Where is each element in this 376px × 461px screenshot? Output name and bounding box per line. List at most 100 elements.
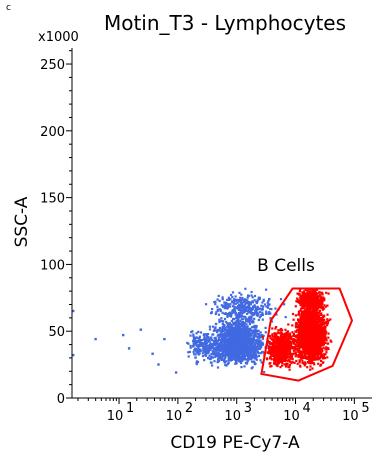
data-point — [218, 299, 221, 303]
data-point — [247, 301, 250, 304]
data-point — [311, 334, 314, 337]
data-point — [250, 309, 253, 312]
data-point — [238, 323, 241, 326]
data-point — [238, 354, 241, 357]
data-point — [230, 313, 233, 316]
data-point — [306, 345, 309, 348]
data-point — [286, 335, 289, 338]
data-point — [256, 351, 259, 354]
data-point — [279, 298, 283, 301]
data-point — [216, 366, 220, 369]
data-point — [247, 351, 250, 355]
data-point — [221, 322, 224, 325]
data-point — [139, 328, 142, 331]
data-point — [195, 363, 198, 366]
data-point — [253, 349, 257, 352]
data-point — [195, 347, 198, 351]
data-point — [263, 370, 266, 374]
data-point — [251, 354, 254, 357]
data-point — [201, 355, 205, 358]
data-point — [260, 304, 263, 307]
data-point — [258, 344, 261, 347]
data-point — [245, 323, 248, 326]
data-point — [219, 335, 222, 338]
data-point — [295, 354, 298, 357]
data-point — [296, 300, 299, 303]
panel-letter: c — [6, 3, 11, 13]
data-point — [313, 352, 316, 355]
data-point — [244, 287, 247, 290]
data-point — [298, 354, 301, 357]
data-point — [319, 302, 322, 305]
data-point — [214, 338, 217, 341]
data-point — [241, 355, 244, 358]
data-point — [313, 332, 316, 335]
data-point — [240, 325, 244, 328]
data-point — [204, 352, 207, 356]
data-point — [216, 341, 219, 345]
data-point — [250, 334, 253, 337]
data-point — [271, 350, 274, 353]
data-point — [241, 356, 244, 359]
data-point — [72, 353, 75, 357]
data-point — [278, 346, 281, 349]
data-point — [190, 331, 193, 334]
data-point — [223, 306, 226, 310]
data-point — [228, 312, 231, 315]
data-point — [238, 344, 241, 347]
data-point — [312, 320, 315, 323]
data-point — [200, 342, 203, 345]
data-point — [249, 332, 253, 335]
data-point — [249, 315, 252, 318]
data-point — [257, 337, 260, 340]
data-point — [301, 310, 304, 313]
data-point — [289, 354, 293, 358]
data-point — [287, 345, 290, 348]
data-point — [195, 341, 198, 344]
data-point — [316, 317, 319, 320]
data-point — [278, 343, 281, 346]
data-point — [287, 365, 290, 369]
data-point — [289, 341, 292, 345]
data-point — [306, 356, 309, 359]
data-point — [205, 303, 208, 306]
data-point — [257, 313, 260, 316]
data-point — [193, 349, 196, 352]
data-point — [249, 342, 252, 345]
y-multiplier-label: x1000 — [38, 30, 79, 45]
data-point — [218, 334, 221, 337]
data-point — [237, 359, 240, 362]
data-point — [302, 355, 305, 358]
data-point — [226, 315, 229, 318]
data-point — [250, 350, 253, 353]
data-point — [216, 309, 219, 312]
data-point — [244, 331, 247, 334]
data-point — [324, 353, 327, 356]
data-point — [236, 339, 239, 342]
data-point — [292, 318, 295, 321]
data-point — [225, 354, 228, 357]
data-point — [189, 334, 192, 337]
data-point — [290, 343, 293, 346]
data-point — [219, 309, 222, 313]
data-point — [244, 339, 247, 342]
data-point — [323, 326, 326, 329]
data-point — [313, 358, 316, 361]
data-point — [301, 328, 304, 331]
data-point — [283, 344, 286, 347]
data-point — [318, 335, 321, 338]
data-point — [274, 334, 277, 337]
data-point — [295, 330, 298, 333]
data-point — [230, 326, 233, 329]
data-point — [249, 327, 252, 330]
data-point — [195, 332, 198, 335]
data-point — [273, 335, 276, 339]
data-point — [303, 340, 306, 343]
data-point — [222, 345, 225, 348]
data-point — [300, 318, 303, 321]
data-point — [237, 337, 240, 340]
data-point — [252, 347, 255, 350]
data-point — [292, 340, 295, 343]
data-point — [287, 359, 290, 362]
data-point — [286, 337, 290, 340]
